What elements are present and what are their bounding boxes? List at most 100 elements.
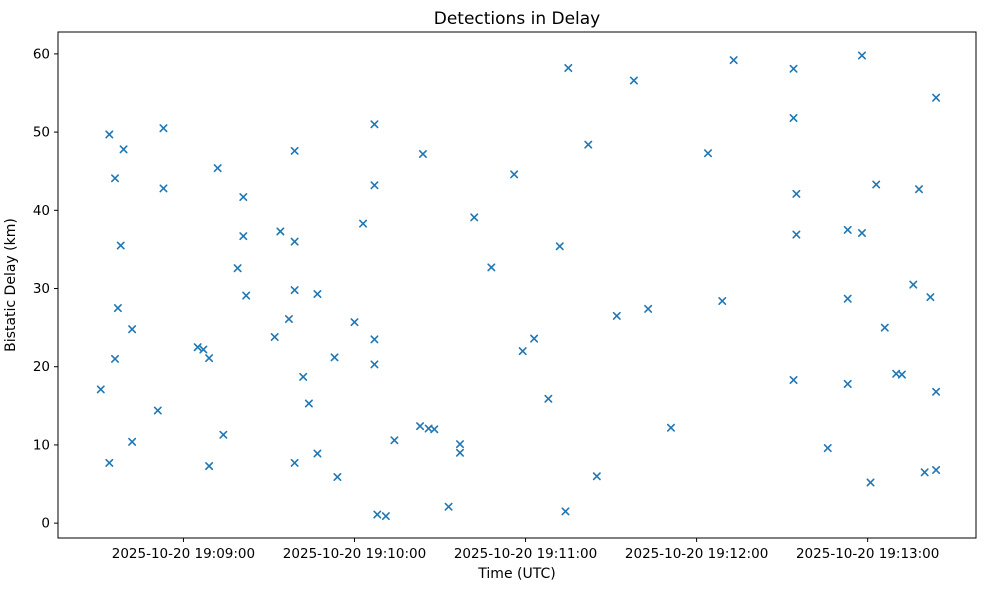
data-point-x-marker xyxy=(704,149,713,158)
data-point-x-marker xyxy=(128,325,137,334)
data-point-x-marker xyxy=(373,510,382,519)
data-point-x-marker xyxy=(555,242,564,251)
data-point-x-marker xyxy=(455,440,464,449)
data-point-x-marker xyxy=(629,76,638,85)
y-tick-label: 0 xyxy=(41,516,50,532)
data-point-x-marker xyxy=(932,387,941,396)
x-tick-label: 2025-10-20 19:09:00 xyxy=(112,546,255,562)
x-axis-label: Time (UTC) xyxy=(477,566,555,582)
data-point-x-marker xyxy=(729,56,738,65)
data-point-x-marker xyxy=(644,304,653,313)
data-point-x-marker xyxy=(561,507,570,516)
data-point-x-marker xyxy=(370,335,379,344)
data-point-x-marker xyxy=(111,354,120,363)
data-point-x-marker xyxy=(487,263,496,272)
data-point-x-marker xyxy=(313,289,322,298)
data-point-x-marker xyxy=(96,385,105,394)
data-point-x-marker xyxy=(233,264,242,273)
data-point-x-marker xyxy=(370,120,379,129)
data-point-x-marker xyxy=(718,297,727,306)
data-point-x-marker xyxy=(370,181,379,190)
data-point-x-marker xyxy=(857,51,866,60)
data-point-x-marker xyxy=(290,458,299,467)
data-point-x-marker xyxy=(843,379,852,388)
data-point-x-marker xyxy=(418,150,427,159)
data-point-x-marker xyxy=(276,227,285,236)
data-point-x-marker xyxy=(430,425,439,434)
data-point-x-marker xyxy=(370,360,379,369)
data-point-x-marker xyxy=(584,140,593,149)
y-tick-label: 10 xyxy=(33,437,50,453)
data-point-x-marker xyxy=(666,423,675,432)
data-point-x-marker xyxy=(510,170,519,179)
data-point-x-marker xyxy=(111,174,120,183)
data-point-x-marker xyxy=(612,311,621,320)
data-point-x-marker xyxy=(313,449,322,458)
data-point-x-marker xyxy=(239,193,248,202)
data-point-x-marker xyxy=(113,304,122,313)
data-point-x-marker xyxy=(444,502,453,511)
data-point-x-marker xyxy=(592,472,601,481)
x-tick-label: 2025-10-20 19:11:00 xyxy=(454,546,597,562)
data-point-x-marker xyxy=(455,448,464,457)
data-point-x-marker xyxy=(530,334,539,343)
data-point-x-marker xyxy=(290,237,299,246)
data-point-x-marker xyxy=(199,345,208,354)
data-point-x-marker xyxy=(843,294,852,303)
chart-title: Detections in Delay xyxy=(434,9,601,29)
y-tick-label: 50 xyxy=(33,125,50,141)
data-point-x-marker xyxy=(350,318,359,327)
data-point-x-marker xyxy=(897,370,906,379)
x-tick-label: 2025-10-20 19:13:00 xyxy=(796,546,939,562)
data-point-x-marker xyxy=(792,189,801,198)
data-point-x-marker xyxy=(205,354,214,363)
data-point-x-marker xyxy=(359,219,368,228)
data-point-x-marker xyxy=(857,228,866,237)
data-point-x-marker xyxy=(416,422,425,431)
data-point-x-marker xyxy=(159,124,168,133)
y-tick-label: 40 xyxy=(33,203,50,219)
data-point-x-marker xyxy=(242,291,251,300)
data-point-x-marker xyxy=(284,315,293,324)
data-point-x-marker xyxy=(153,406,162,415)
x-tick-label: 2025-10-20 19:10:00 xyxy=(283,546,426,562)
y-tick-label: 20 xyxy=(33,359,50,375)
data-point-x-marker xyxy=(932,465,941,474)
data-point-x-marker xyxy=(290,146,299,155)
data-point-x-marker xyxy=(105,458,114,467)
data-point-x-marker xyxy=(914,185,923,194)
data-point-x-marker xyxy=(381,512,390,521)
data-point-x-marker xyxy=(518,347,527,356)
data-point-x-marker xyxy=(909,280,918,289)
data-point-x-marker xyxy=(219,430,228,439)
data-point-x-marker xyxy=(119,145,128,154)
data-point-x-marker xyxy=(105,130,114,139)
data-point-x-marker xyxy=(304,399,313,408)
data-point-x-marker xyxy=(544,394,553,403)
data-point-x-marker xyxy=(470,213,479,222)
plot-border xyxy=(57,31,977,539)
data-point-x-marker xyxy=(789,64,798,73)
data-point-x-marker xyxy=(270,333,279,342)
data-point-x-marker xyxy=(299,372,308,381)
data-point-x-marker xyxy=(128,437,137,446)
data-point-x-marker xyxy=(330,353,339,362)
data-point-x-marker xyxy=(792,230,801,239)
data-point-x-marker xyxy=(843,225,852,234)
data-point-x-marker xyxy=(193,343,202,352)
data-point-x-marker xyxy=(872,180,881,189)
data-point-x-marker xyxy=(564,63,573,72)
data-point-x-marker xyxy=(866,478,875,487)
data-point-x-marker xyxy=(159,184,168,193)
data-point-x-marker xyxy=(926,293,935,302)
data-point-x-marker xyxy=(789,376,798,385)
y-tick-label: 30 xyxy=(33,281,50,297)
data-point-x-marker xyxy=(213,164,222,173)
y-tick-label: 60 xyxy=(33,46,50,62)
data-point-x-marker xyxy=(239,232,248,241)
data-point-x-marker xyxy=(823,444,832,453)
y-axis-label: Bistatic Delay (km) xyxy=(3,218,19,352)
data-point-x-marker xyxy=(116,241,125,250)
